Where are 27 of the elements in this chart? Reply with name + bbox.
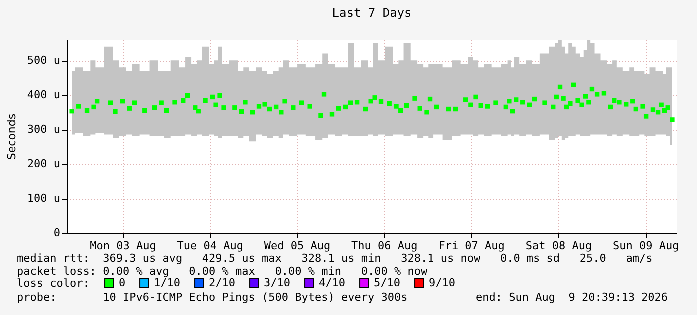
text: end: Sun Aug 9 20:39:13 2026 — [476, 291, 668, 304]
x-tick-label: Fri 07 Aug — [438, 240, 505, 252]
y-tick-label: 200 u — [27, 158, 60, 171]
y-tick-label: 500 u — [27, 54, 60, 68]
legend-label: 9/10 — [429, 276, 456, 290]
y-tick-label: 300 u — [27, 123, 60, 136]
x-tick-label: Wed 05 Aug — [264, 240, 331, 252]
legend-label: 4/10 — [319, 276, 346, 290]
legend-label: 1/10 — [154, 276, 180, 290]
y-axis-title: Seconds — [5, 114, 18, 160]
y-tick-label: 400 u — [27, 88, 60, 102]
y-tick-label: 100 u — [27, 192, 60, 206]
legend-label: 0 — [119, 276, 126, 290]
legend-title: loss color: — [17, 277, 90, 290]
legend-label: 5/10 — [374, 276, 400, 290]
text: probe: 10 IPv6-ICMP Echo Pings (500 Bytes) every 300s — [17, 291, 408, 304]
x-tick-label: Sun 09 Aug — [612, 240, 680, 252]
text: packet loss: 0.00 % avg 0.00 % max 0.00 % min 0.00 % now — [17, 265, 428, 278]
legend-label: 2/10 — [209, 276, 236, 290]
text: median rtt: 369.3 us avg 429.5 us max 328.1 us min 328.1 us now 0.0 ms sd 25.0 am/s — [17, 252, 653, 265]
x-tick-label: Tue 04 Aug — [177, 240, 244, 252]
y-tick-label: 0 — [54, 226, 60, 240]
chart-title: Last 7 Days — [332, 6, 412, 20]
x-tick-label: Sat 08 Aug — [526, 240, 592, 252]
x-tick-label: Mon 03 Aug — [90, 240, 156, 252]
x-tick-label: Thu 06 Aug — [352, 240, 418, 252]
legend-label: 3/10 — [264, 276, 290, 290]
